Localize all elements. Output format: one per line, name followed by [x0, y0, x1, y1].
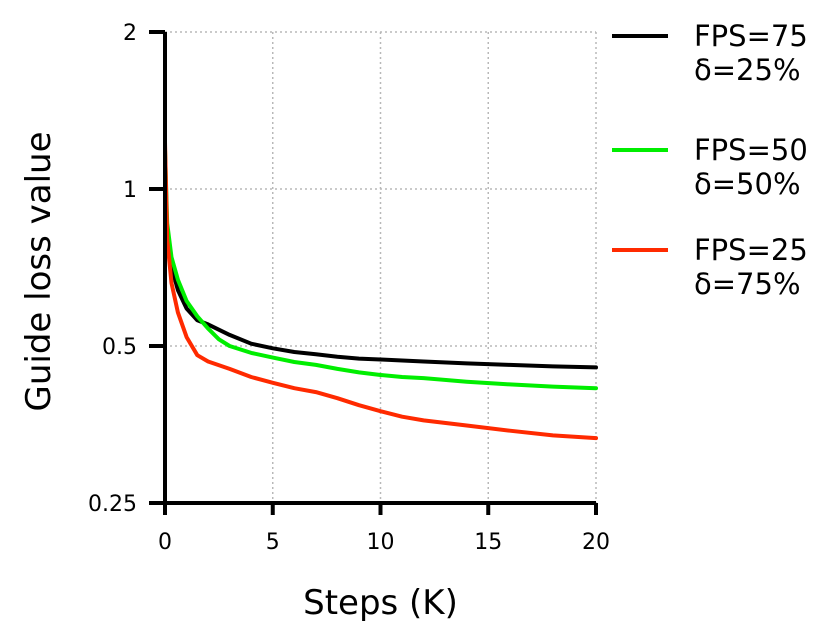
x-tick-label: 15	[474, 530, 502, 555]
legend-sublabel-2: δ=50%	[694, 167, 801, 201]
series-line-3	[163, 140, 598, 441]
legend: FPS=75δ=25% FPS=50δ=50% FPS=25δ=75%	[612, 19, 808, 301]
x-tick-label: 10	[367, 530, 395, 555]
y-tick-label: 2	[123, 21, 137, 46]
legend-label-1: FPS=75	[694, 19, 808, 53]
grid-lines	[165, 31, 597, 503]
legend-sublabel-1: δ=25%	[694, 53, 801, 87]
y-axis-title: Guide loss value	[19, 131, 59, 411]
x-axis-title: Steps (K)	[303, 583, 458, 623]
y-tick-label: 0.5	[102, 335, 137, 360]
legend-sublabel-3: δ=75%	[694, 267, 801, 301]
series-lines	[163, 140, 598, 441]
ticks: 0 5 10 15 20 0.25 0.5 1 2	[88, 21, 610, 555]
y-tick-label: 1	[123, 178, 137, 203]
legend-label-3: FPS=25	[694, 233, 808, 267]
series-line-1	[163, 173, 598, 370]
x-tick-label: 20	[582, 530, 610, 555]
x-tick-label: 5	[266, 530, 280, 555]
x-tick-label: 0	[158, 530, 172, 555]
y-tick-label: 0.25	[88, 492, 137, 517]
series-line-2	[163, 147, 598, 391]
legend-label-2: FPS=50	[694, 133, 808, 167]
